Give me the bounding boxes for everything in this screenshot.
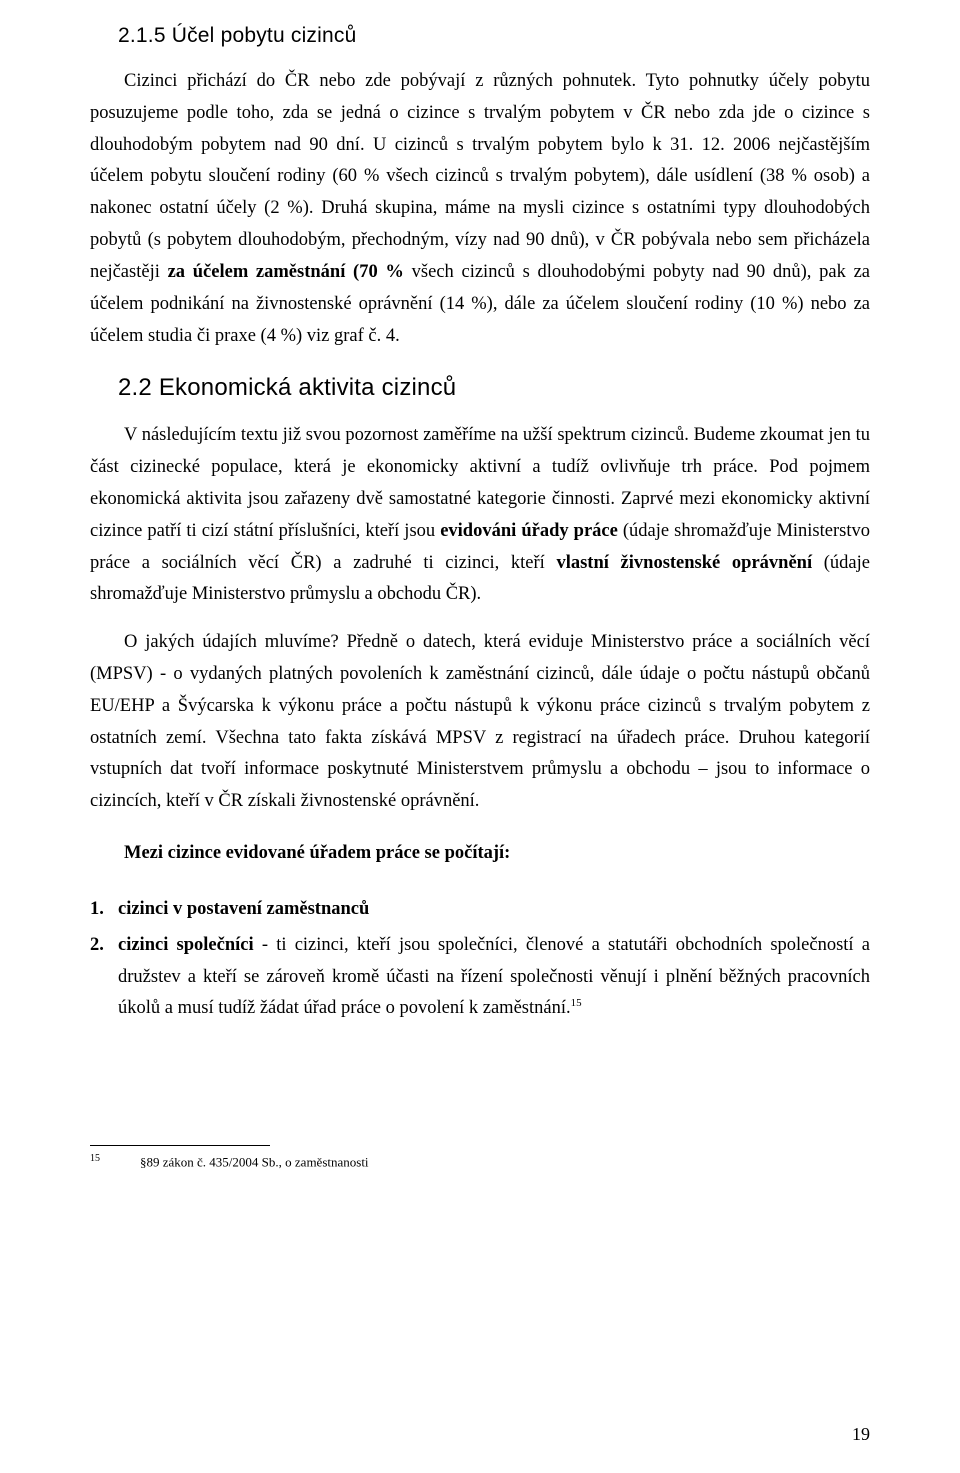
paragraph-215-1: Cizinci přichází do ČR nebo zde pobývají… <box>90 66 870 352</box>
numbered-list: cizinci v postavení zaměstnanců cizinci … <box>90 894 870 1025</box>
footnote: 15 §89 zákon č. 435/2004 Sb., o zaměstnan… <box>90 1152 870 1172</box>
heading-2-2: 2.2 Ekonomická aktivita cizinců <box>118 374 870 402</box>
text-bold: evidováni úřady práce <box>440 521 618 541</box>
text-bold: cizinci v postavení zaměstnanců <box>118 899 369 919</box>
footnote-text: §89 zákon č. 435/2004 Sb., o zaměstnanos… <box>140 1154 369 1169</box>
page-number: 19 <box>852 1424 870 1445</box>
paragraph-22-1: V následujícím textu již svou pozornost … <box>90 420 870 611</box>
list-item: cizinci společníci - ti cizinci, kteří j… <box>90 930 870 1025</box>
footnote-number: 15 <box>90 1153 100 1164</box>
heading-2-1-5: 2.1.5 Účel pobytu cizinců <box>118 24 870 48</box>
text-bold: vlastní živnostenské oprávnění <box>556 553 812 573</box>
page: 2.1.5 Účel pobytu cizinců Cizinci přichá… <box>0 0 960 1473</box>
footnote-separator <box>90 1145 270 1146</box>
text-bold: Mezi cizince evidované úřadem práce se p… <box>124 843 510 863</box>
text-run: Cizinci přichází do ČR nebo zde pobývají… <box>90 71 870 282</box>
paragraph-22-2: O jakých údajích mluvíme? Předně o datec… <box>90 627 870 818</box>
text-bold: cizinci společníci <box>118 935 254 955</box>
list-item: cizinci v postavení zaměstnanců <box>90 894 870 926</box>
text-bold: za účelem zaměstnání (70 % <box>168 262 412 282</box>
subheading-evidovani: Mezi cizince evidované úřadem práce se p… <box>90 838 870 870</box>
footnote-ref: 15 <box>571 997 582 1009</box>
